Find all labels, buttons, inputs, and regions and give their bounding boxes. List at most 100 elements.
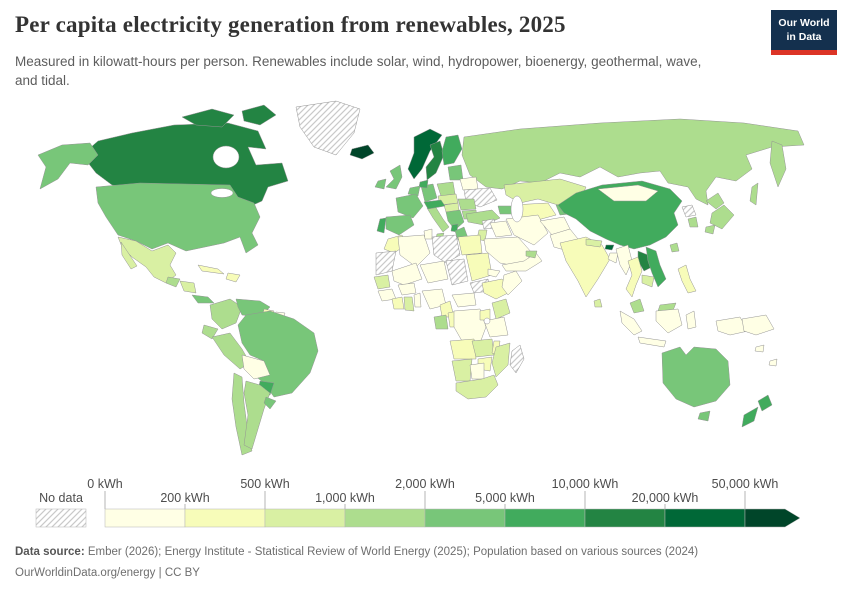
country-guatemala[interactable]	[165, 276, 181, 288]
country-japan-hokkaido[interactable]	[705, 192, 725, 210]
country-chad[interactable]	[445, 258, 469, 286]
country-new-zealand-north[interactable]	[757, 394, 773, 412]
country-honduras-nicaragua[interactable]	[179, 280, 197, 294]
legend-swatch-20000-50000[interactable]	[664, 508, 746, 528]
country-kenya[interactable]	[491, 298, 511, 320]
legend-swatch-200-500[interactable]	[184, 508, 266, 528]
country-balkans[interactable]	[445, 209, 465, 231]
country-switzerland-austria[interactable]	[423, 199, 446, 210]
country-burkina-faso[interactable]	[397, 282, 417, 296]
country-algeria[interactable]	[397, 234, 431, 268]
country-malaysia-peninsula[interactable]	[629, 298, 645, 314]
country-canada-arctic-2[interactable]	[241, 104, 277, 126]
country-norway[interactable]	[407, 128, 443, 180]
country-botswana[interactable]	[469, 362, 485, 380]
country-sweden[interactable]	[425, 140, 445, 181]
country-namibia[interactable]	[451, 358, 473, 382]
country-colombia[interactable]	[209, 298, 243, 330]
country-taiwan[interactable]	[669, 242, 680, 253]
country-libya[interactable]	[431, 234, 461, 264]
country-indonesia-borneo[interactable]	[655, 308, 683, 334]
country-gabon[interactable]	[433, 314, 449, 330]
country-niger[interactable]	[419, 260, 449, 284]
country-ivory-coast[interactable]	[391, 296, 405, 310]
country-mexico[interactable]	[117, 236, 177, 284]
country-greenland[interactable]	[295, 100, 361, 156]
country-eritrea[interactable]	[487, 268, 501, 278]
country-denmark[interactable]	[418, 179, 429, 189]
country-canada-arctic-1[interactable]	[181, 108, 235, 128]
country-usa-alaska[interactable]	[37, 142, 99, 190]
country-cambodia[interactable]	[641, 274, 655, 288]
country-usa[interactable]	[95, 182, 261, 254]
country-north-korea[interactable]	[681, 204, 697, 218]
country-bhutan[interactable]	[604, 244, 615, 251]
country-united-kingdom[interactable]	[385, 164, 403, 190]
country-vietnam[interactable]	[645, 246, 667, 288]
country-japan-honshu[interactable]	[709, 204, 735, 230]
country-madagascar[interactable]	[509, 344, 525, 374]
country-baltics[interactable]	[447, 164, 464, 181]
country-somalia[interactable]	[501, 270, 523, 296]
country-india[interactable]	[559, 236, 611, 298]
country-iran[interactable]	[505, 214, 549, 246]
country-germany[interactable]	[420, 183, 438, 203]
footer-license[interactable]: CC BY	[164, 567, 200, 579]
country-ireland[interactable]	[374, 178, 387, 190]
country-bangladesh[interactable]	[607, 252, 619, 264]
country-hispaniola[interactable]	[225, 272, 241, 283]
country-australia-tasmania[interactable]	[697, 410, 711, 422]
country-mali[interactable]	[391, 262, 423, 286]
country-nepal[interactable]	[585, 238, 603, 248]
country-cuba[interactable]	[197, 264, 225, 275]
country-uruguay[interactable]	[263, 396, 277, 410]
legend-swatch-500-1000[interactable]	[264, 508, 346, 528]
country-sri-lanka[interactable]	[593, 298, 603, 308]
country-russia-sakhalin[interactable]	[749, 182, 759, 206]
country-new-zealand-south[interactable]	[741, 406, 759, 428]
country-poland[interactable]	[436, 181, 456, 197]
legend-no-data-swatch[interactable]	[35, 508, 87, 528]
country-egypt[interactable]	[457, 234, 483, 256]
country-china[interactable]	[557, 180, 683, 250]
footer-link[interactable]: OurWorldinData.org/energy	[15, 567, 156, 579]
country-uae[interactable]	[525, 250, 538, 259]
country-finland[interactable]	[441, 134, 463, 166]
legend-swatch-50000-plus[interactable]	[744, 508, 801, 528]
country-myanmar[interactable]	[615, 244, 633, 276]
country-romania[interactable]	[457, 198, 477, 211]
country-russia[interactable]	[461, 118, 805, 206]
legend-swatch-5000-10000[interactable]	[504, 508, 586, 528]
country-japan-kyushu[interactable]	[704, 224, 716, 235]
country-indonesia-java[interactable]	[637, 336, 667, 348]
country-mozambique[interactable]	[491, 342, 511, 378]
country-senegal[interactable]	[373, 274, 391, 290]
country-togo-benin[interactable]	[413, 292, 422, 308]
country-indonesia-sumatra[interactable]	[619, 310, 643, 336]
country-australia[interactable]	[661, 346, 731, 408]
legend-swatch-2000-5000[interactable]	[424, 508, 506, 528]
country-sudan[interactable]	[465, 252, 493, 282]
owid-logo[interactable]: Our World in Data	[771, 10, 837, 56]
country-indonesia-sulawesi[interactable]	[685, 310, 697, 330]
country-ecuador[interactable]	[201, 324, 219, 340]
country-angola[interactable]	[449, 338, 477, 360]
country-spain[interactable]	[385, 214, 415, 236]
country-south-korea[interactable]	[687, 216, 699, 228]
country-russia-kamchatka[interactable]	[769, 140, 787, 188]
country-thailand[interactable]	[625, 256, 643, 298]
legend-swatch-1000-2000[interactable]	[344, 508, 426, 528]
country-iceland[interactable]	[349, 144, 375, 160]
country-mexico-baja[interactable]	[120, 241, 138, 270]
country-belarus[interactable]	[459, 176, 479, 191]
country-ghana[interactable]	[403, 296, 415, 312]
country-bolivia[interactable]	[241, 354, 271, 380]
country-zambia[interactable]	[471, 338, 495, 358]
country-papua-new-guinea[interactable]	[741, 314, 775, 336]
country-costa-rica-panama[interactable]	[191, 294, 215, 304]
country-argentina[interactable]	[243, 380, 271, 450]
country-portugal[interactable]	[376, 217, 387, 234]
country-south-africa[interactable]	[455, 374, 499, 400]
country-mongolia[interactable]	[597, 184, 659, 202]
country-pacific-island-1[interactable]	[754, 344, 765, 353]
